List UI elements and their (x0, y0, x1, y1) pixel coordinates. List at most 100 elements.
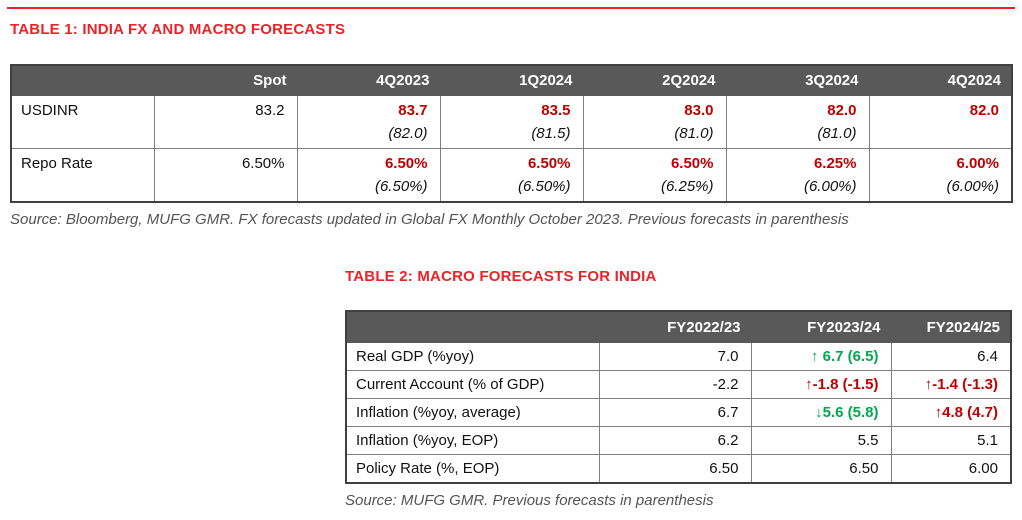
forecast-cell: 6.25% (6.00%) (725, 148, 870, 203)
value-cell: 6.2 (598, 426, 752, 455)
value-text: 6.7 (717, 404, 739, 421)
row-label: Repo Rate (10, 148, 155, 203)
forecast-value: 6.25% (813, 155, 857, 172)
value-text: 4.8 (4.7) (942, 404, 998, 421)
previous-forecast: (6.50%) (374, 178, 428, 195)
cell-value: ↓5.6 (5.8) (815, 404, 878, 421)
cell-value: 6.2 (718, 432, 739, 449)
table-row: Real GDP (%yoy) 7.0 ↑ 6.7 (6.5) 6.4 (345, 342, 1012, 371)
forecast-value: 6.00% (956, 155, 999, 172)
forecast-value: 6.50% (384, 155, 428, 172)
top-rule-divider (7, 7, 1015, 9)
value-text: 6.4 (977, 348, 998, 365)
column-header: 2Q2024 (582, 64, 727, 96)
forecast-value: 82.0 (827, 102, 857, 119)
forecast-cell: 6.00% (6.00%) (868, 148, 1013, 203)
forecast-cell: 83.7 (82.0) (296, 95, 441, 149)
up-arrow-icon: ↑ (934, 404, 943, 421)
header-row: Spot 4Q2023 1Q2024 2Q2024 3Q2024 4Q2024 (10, 64, 1013, 96)
column-header (10, 64, 155, 96)
table1-source: Source: Bloomberg, MUFG GMR. FX forecast… (10, 211, 849, 228)
cell-value: 6.50 (849, 460, 878, 477)
forecast-value: 82.0 (969, 102, 999, 119)
value-cell: 5.1 (890, 426, 1012, 455)
value-cell: ↓5.6 (5.8) (750, 398, 892, 427)
row-label: Real GDP (%yoy) (345, 342, 600, 371)
value-cell: 6.50 (598, 454, 752, 484)
previous-forecast: (6.50%) (517, 178, 571, 195)
value-text: 5.1 (977, 432, 998, 449)
spot-value: 83.2 (153, 95, 298, 149)
column-header: FY2024/25 (890, 310, 1012, 343)
table2-source: Source: MUFG GMR. Previous forecasts in … (345, 492, 714, 509)
forecast-cell: 6.50% (6.50%) (296, 148, 441, 203)
row-label: Inflation (%yoy, EOP) (345, 426, 600, 455)
fx-forecasts-section: TABLE 1: INDIA FX AND MACRO FORECASTS Sp… (10, 21, 1013, 228)
value-cell: 6.4 (890, 342, 1012, 371)
column-header: 1Q2024 (439, 64, 584, 96)
value-cell: ↑-1.8 (-1.5) (750, 370, 892, 399)
down-arrow-icon: ↓ (815, 404, 823, 421)
forecast-cell: 82.0 (81.0) (725, 95, 870, 149)
header-row: FY2022/23 FY2023/24 FY2024/25 (345, 310, 1012, 343)
cell-value: -2.2 (713, 376, 739, 393)
value-cell: ↑-1.4 (-1.3) (890, 370, 1012, 399)
forecast-cell: 6.50% (6.25%) (582, 148, 727, 203)
value-text: -1.8 (-1.5) (812, 376, 879, 393)
table-row: Current Account (% of GDP) -2.2 ↑-1.8 (-1.… (345, 370, 1012, 399)
value-text: -2.2 (712, 376, 739, 393)
table-row: Repo Rate 6.50% 6.50% (6.50%) 6.50% (6.50%) 6.… (10, 148, 1013, 203)
column-header (345, 310, 600, 343)
table-row: Policy Rate (%, EOP) 6.50 6.50 6.00 (345, 454, 1012, 484)
forecast-cell: 82.0 (868, 95, 1013, 149)
cell-value: 5.1 (977, 432, 998, 449)
value-text: -1.4 (-1.3) (932, 376, 998, 393)
column-header: FY2022/23 (598, 310, 752, 343)
cell-value: 6.00 (969, 460, 998, 477)
up-arrow-icon: ↑ (924, 376, 933, 393)
table1-title: TABLE 1: INDIA FX AND MACRO FORECASTS (10, 21, 346, 38)
value-cell: ↑ 6.7 (6.5) (750, 342, 892, 371)
row-label: Inflation (%yoy, average) (345, 398, 600, 427)
row-label: Current Account (% of GDP) (345, 370, 600, 399)
previous-forecast: (81.5) (531, 125, 571, 142)
macro-forecasts-section: TABLE 2: MACRO FORECASTS FOR INDIA FY202… (345, 268, 1012, 509)
value-cell: -2.2 (598, 370, 752, 399)
value-text: 6.50 (849, 460, 879, 477)
value-text: 7.0 (717, 348, 739, 365)
table-row: Inflation (%yoy, EOP) 6.2 5.5 5.1 (345, 426, 1012, 455)
value-text: 5.6 (5.8) (822, 404, 879, 421)
value-cell: 5.5 (750, 426, 892, 455)
value-cell: 6.50 (750, 454, 892, 484)
forecast-value: 83.5 (541, 102, 571, 119)
cell-value: ↑ 6.7 (6.5) (811, 348, 879, 365)
cell-value: ↑-1.4 (-1.3) (925, 376, 998, 393)
column-header: 4Q2024 (868, 64, 1013, 96)
value-cell: ↑4.8 (4.7) (890, 398, 1012, 427)
spot-value: 6.50% (153, 148, 298, 203)
up-arrow-icon: ↑ (805, 376, 813, 393)
value-text: 6.00 (968, 460, 998, 477)
forecast-value: 6.50% (527, 155, 571, 172)
value-text: 6.50 (709, 460, 739, 477)
cell-value: 6.7 (718, 404, 739, 421)
forecast-value: 83.0 (684, 102, 714, 119)
column-header: FY2023/24 (750, 310, 892, 343)
macro-forecast-table: FY2022/23 FY2023/24 FY2024/25 Real GDP (%yo… (345, 310, 1012, 484)
previous-forecast: (6.00%) (803, 178, 857, 195)
table-row: USDINR 83.2 83.7 (82.0) 83.5 (81.5) 83.0 (81.0)… (10, 95, 1013, 149)
column-header: 4Q2023 (296, 64, 441, 96)
value-text: 5.5 (857, 432, 879, 449)
value-text: 6.2 (717, 432, 739, 449)
previous-forecast: (6.25%) (660, 178, 714, 195)
value-cell: 7.0 (598, 342, 752, 371)
forecast-cell: 83.0 (81.0) (582, 95, 727, 149)
previous-forecast: (6.00%) (946, 178, 999, 195)
up-arrow-icon: ↑ (810, 348, 823, 365)
row-label: Policy Rate (%, EOP) (345, 454, 600, 484)
previous-forecast: (82.0) (388, 125, 428, 142)
fx-forecast-table: Spot 4Q2023 1Q2024 2Q2024 3Q2024 4Q2024 USDINR… (10, 64, 1013, 203)
cell-value: ↑4.8 (4.7) (935, 404, 998, 421)
cell-value: 6.4 (977, 348, 998, 365)
cell-value: ↑-1.8 (-1.5) (805, 376, 878, 393)
